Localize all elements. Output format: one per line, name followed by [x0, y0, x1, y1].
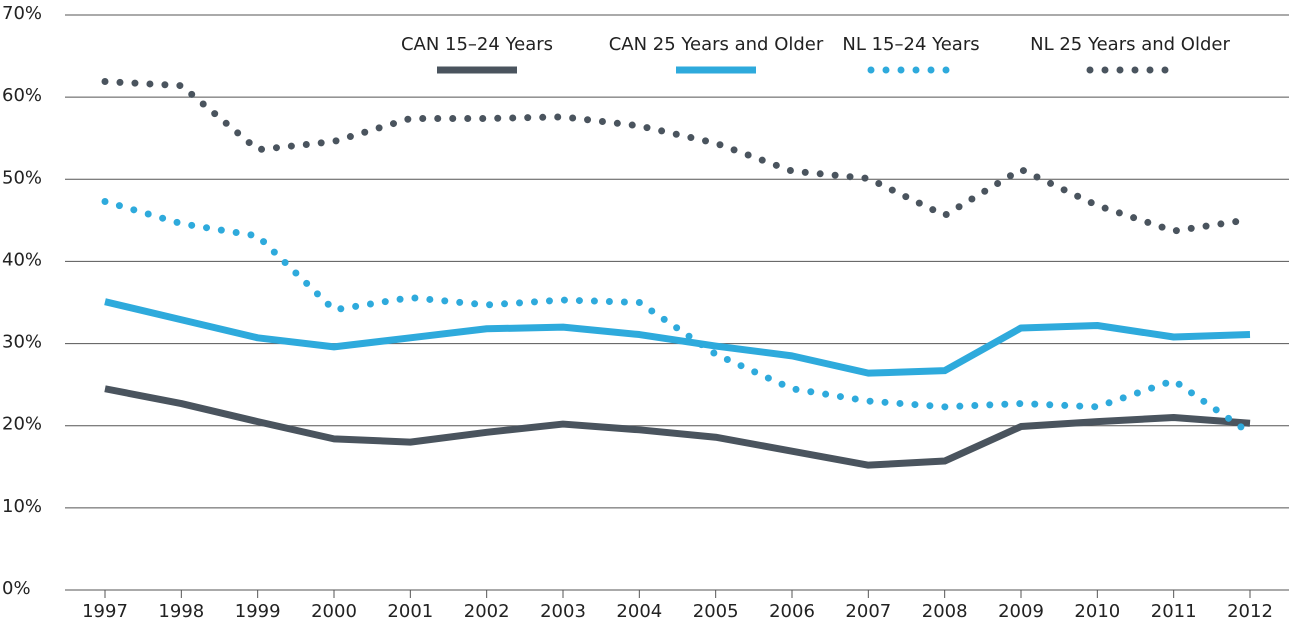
y-tick-label: 40%: [2, 249, 42, 270]
x-tick-label: 2008: [922, 601, 968, 622]
series-line: [101, 197, 1254, 437]
x-tick-label: 1997: [82, 601, 128, 622]
y-tick-label: 30%: [2, 332, 42, 353]
x-tick-label: 1998: [158, 601, 204, 622]
series-line: [104, 298, 1251, 377]
x-tick-label: 2004: [616, 601, 662, 622]
y-tick-label: 0%: [2, 578, 31, 599]
x-tick-label: 2007: [845, 601, 891, 622]
y-tick-label: 70%: [2, 3, 42, 24]
x-tick-label: 2006: [769, 601, 815, 622]
x-tick-label: 2011: [1151, 601, 1197, 622]
x-tick-label: 2003: [540, 601, 586, 622]
x-tick-label: 2012: [1227, 601, 1273, 622]
x-tick-label: 2001: [387, 601, 433, 622]
y-tick-label: 60%: [2, 85, 42, 106]
x-tick-label: 2005: [693, 601, 739, 622]
y-tick-label: 20%: [2, 414, 42, 435]
legend-label: CAN 25 Years and Older: [609, 34, 824, 55]
x-tick-label: 1999: [235, 601, 281, 622]
legend-label: NL 25 Years and Older: [1030, 34, 1230, 55]
series-line: [104, 385, 1251, 469]
y-tick-label: 50%: [2, 167, 42, 188]
legend-label: CAN 15–24 Years: [401, 34, 553, 55]
x-tick-label: 2010: [1074, 601, 1120, 622]
series-line: [101, 78, 1254, 235]
x-tick-label: 2009: [998, 601, 1044, 622]
legend-label: NL 15–24 Years: [842, 34, 979, 55]
x-tick-label: 2000: [311, 601, 357, 622]
x-tick-label: 2002: [464, 601, 510, 622]
y-tick-label: 10%: [2, 496, 42, 517]
